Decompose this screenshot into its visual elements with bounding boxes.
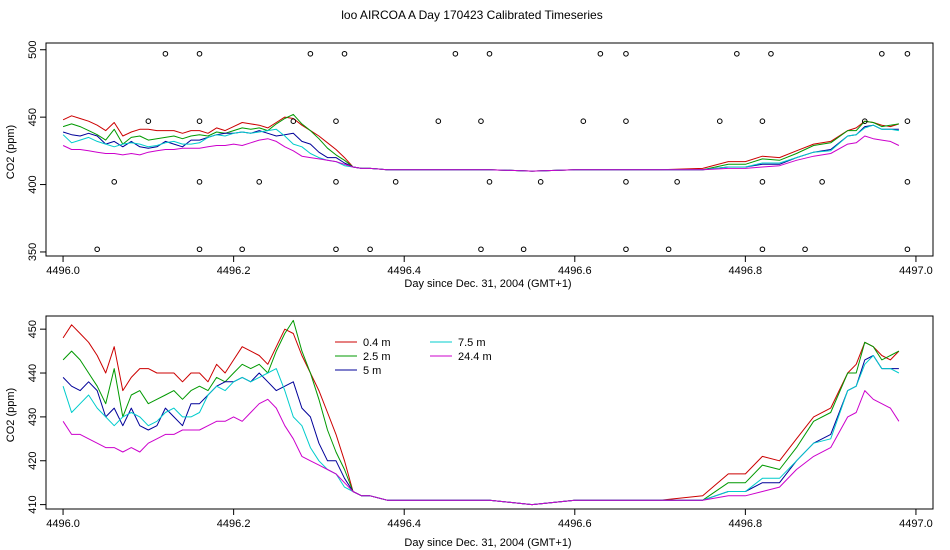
top-scatter-point	[486, 179, 493, 185]
bottom-series-5-mm-line	[62, 355, 899, 506]
legend-label: 2.5 m	[363, 351, 391, 363]
bottom-y-tick-label: 430	[27, 408, 39, 426]
top-panel: Day since Dec. 31, 2004 (GMT+1) CO2 (ppm…	[5, 41, 934, 290]
bottom-series-7-5-mm-line	[62, 355, 900, 506]
top-scatter-point	[307, 50, 314, 57]
top-ylabel: CO2 (ppm)	[5, 125, 17, 179]
bottom-series-0-4-mm-line	[62, 324, 900, 506]
top-scatter-point	[435, 118, 442, 124]
top-scatter-point	[759, 246, 766, 253]
bottom-x-tick-label: 4497.0	[899, 518, 933, 530]
top-scatter-point	[145, 118, 152, 124]
top-series-0-4-mm-line	[62, 115, 900, 172]
top-scatter-point	[802, 246, 808, 253]
top-scatter-point	[196, 118, 203, 124]
top-x-tick-label: 4496.6	[558, 265, 592, 277]
top-scatter-point	[674, 179, 680, 185]
bottom-x-tick-label: 4496.2	[217, 518, 251, 530]
top-scatter-point	[341, 50, 348, 57]
top-scatter-point	[162, 50, 169, 57]
top-scatter-point	[904, 50, 911, 57]
top-scatter-point	[333, 179, 339, 185]
top-scatter-point	[904, 118, 911, 124]
top-scatter-point	[196, 246, 203, 253]
bottom-x-tick-label: 4496.0	[46, 518, 80, 530]
top-scatter-point	[759, 118, 766, 124]
top-series-5-mm-line	[62, 124, 899, 172]
top-scatter-point	[196, 179, 203, 185]
top-y-tick-label: 500	[27, 41, 39, 59]
top-scatter-point	[520, 246, 527, 253]
legend-label: 24.4 m	[458, 351, 492, 363]
legend-label: 7.5 m	[458, 337, 486, 349]
top-scatter-point	[768, 50, 774, 57]
bottom-ylabel: CO2 (ppm)	[5, 388, 17, 442]
top-scatter-point	[904, 179, 911, 185]
top-scatter-point	[623, 179, 629, 185]
bottom-x-tick-label: 4496.6	[558, 518, 592, 530]
top-scatter-point	[597, 50, 604, 57]
top-scatter-point	[759, 179, 766, 185]
top-scatter-point	[256, 179, 263, 185]
top-x-tick-label: 4496.2	[217, 265, 251, 277]
top-scatter-point	[665, 246, 672, 253]
top-y-tick-label: 350	[27, 243, 39, 261]
top-scatter-point	[333, 246, 339, 253]
top-series-2-5-mm-line	[62, 113, 899, 172]
top-scatter-point	[734, 50, 740, 57]
top-scatter-point	[333, 118, 339, 124]
top-scatter-point	[819, 179, 825, 185]
bottom-plot-frame	[45, 315, 934, 510]
top-scatter-point	[478, 246, 484, 253]
top-scatter-point	[904, 246, 911, 253]
top-series-7-5-mm-line	[62, 124, 899, 172]
bottom-xlabel: Day since Dec. 31, 2004 (GMT+1)	[404, 537, 571, 549]
top-x-tick-label: 4496.4	[387, 265, 421, 277]
top-y-tick-label: 450	[27, 108, 39, 126]
bottom-panel: Day since Dec. 31, 2004 (GMT+1) CO2 (ppm…	[5, 315, 934, 549]
top-xlabel: Day since Dec. 31, 2004 (GMT+1)	[404, 278, 571, 290]
top-scatter-point	[452, 50, 459, 57]
top-scatter-point	[478, 118, 484, 124]
top-scatter-point	[623, 246, 629, 253]
top-scatter-point	[367, 246, 373, 253]
bottom-x-tick-label: 4496.4	[387, 518, 421, 530]
top-scatter-point	[879, 50, 885, 57]
top-scatter-point	[392, 179, 399, 185]
top-scatter-point	[486, 50, 493, 57]
bottom-y-tick-label: 420	[27, 452, 39, 470]
bottom-series-2-5-mm-line	[62, 319, 900, 506]
top-scatter-point	[196, 50, 203, 57]
top-scatter-point	[716, 118, 723, 124]
bottom-y-tick-label: 410	[27, 495, 39, 513]
top-scatter-point	[239, 246, 245, 253]
top-x-tick-label: 4496.0	[46, 265, 80, 277]
top-x-tick-label: 4496.8	[729, 265, 763, 277]
top-scatter-point	[623, 118, 629, 124]
figure-title: loo AIRCOA A Day 170423 Calibrated Times…	[341, 8, 602, 22]
top-plot-frame	[45, 42, 934, 257]
top-x-tick-label: 4497.0	[899, 265, 933, 277]
top-scatter-point	[623, 50, 629, 57]
legend-label: 5 m	[363, 365, 381, 377]
top-scatter-point	[537, 179, 544, 185]
top-scatter-point	[111, 179, 118, 185]
bottom-x-tick-label: 4496.8	[729, 518, 763, 530]
top-series-24-4-mm-line	[62, 135, 900, 172]
top-scatter-point	[580, 118, 587, 124]
top-scatter-point	[861, 118, 868, 124]
top-scatter-point	[290, 118, 297, 124]
top-scatter-point	[94, 246, 100, 253]
legend-label: 0.4 m	[363, 337, 391, 349]
bottom-y-tick-label: 450	[27, 320, 39, 338]
top-y-tick-label: 400	[27, 175, 39, 193]
bottom-y-tick-label: 440	[27, 364, 39, 382]
bottom-series-24-4-mm-line	[62, 390, 900, 506]
